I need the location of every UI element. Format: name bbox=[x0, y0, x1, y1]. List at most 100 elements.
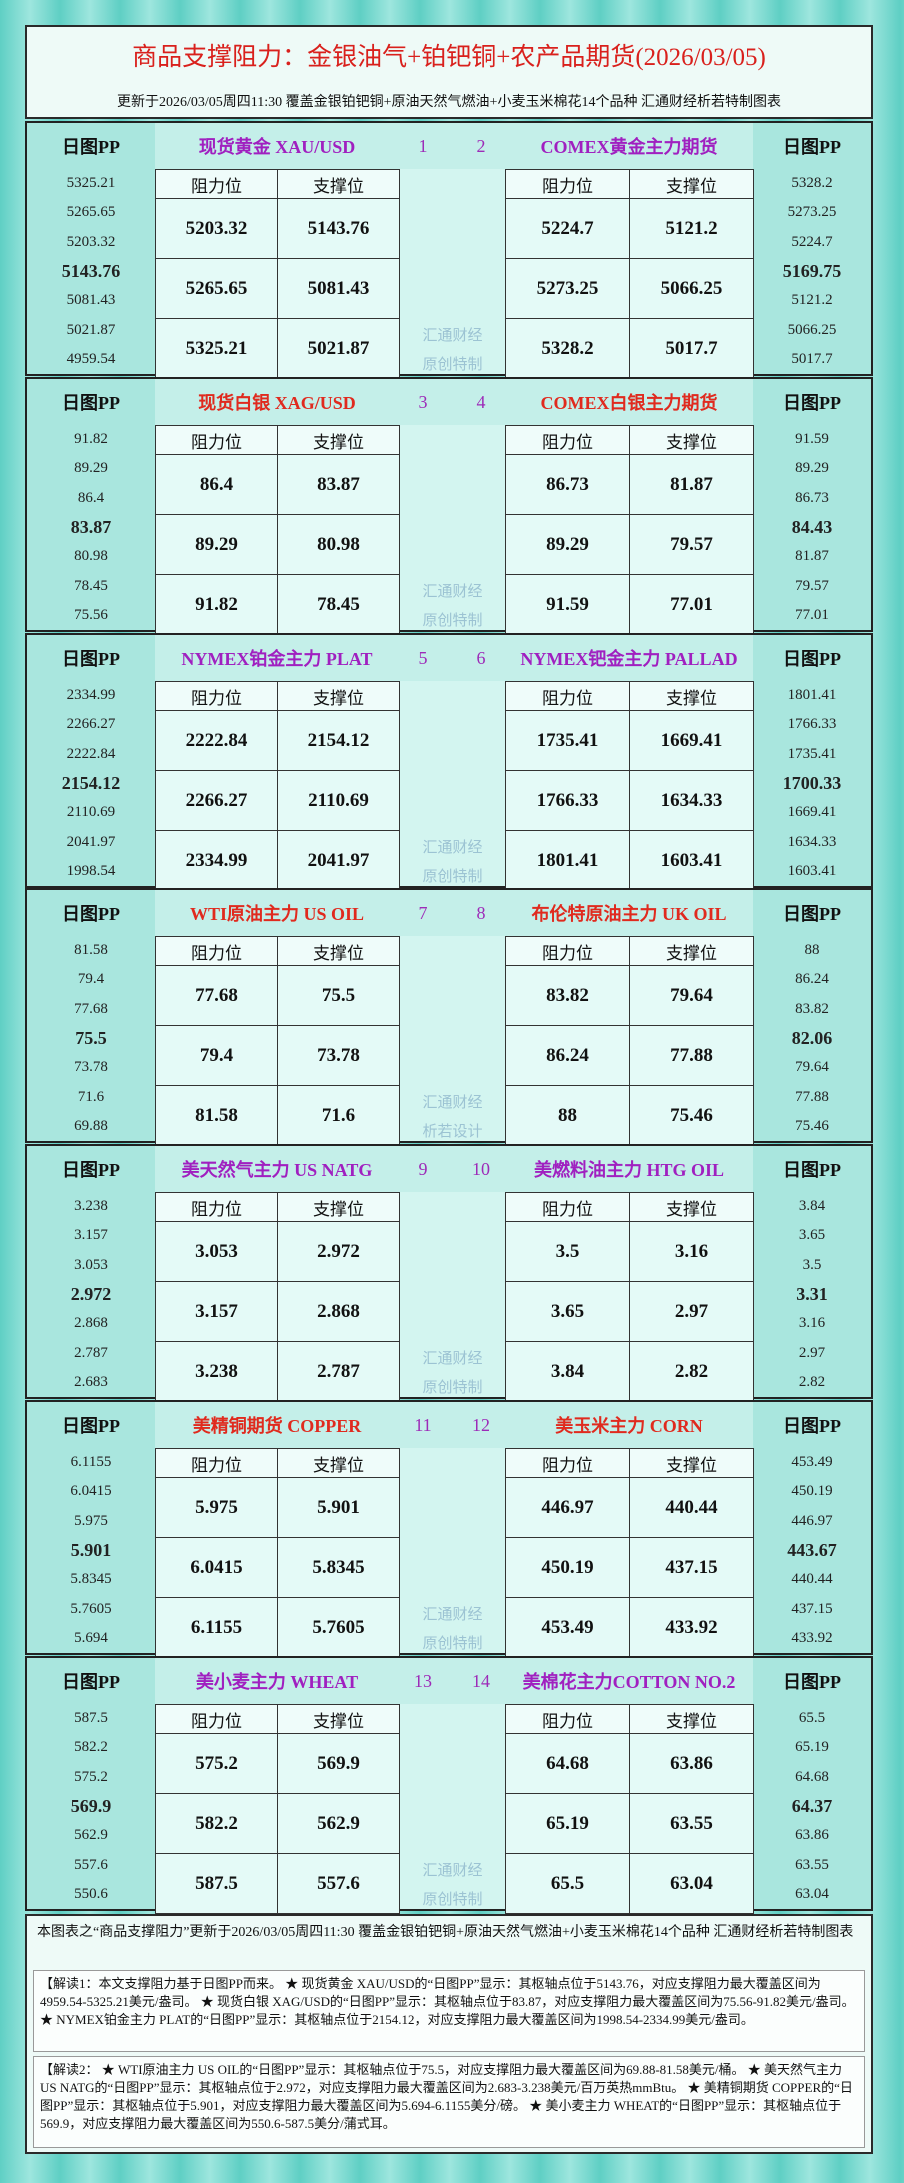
pp-column: 日图PP 6.1155 6.0415 5.975 5.901 5.8345 5.7605 5.… bbox=[27, 1402, 155, 1653]
support-value: 2.868 bbox=[277, 1281, 400, 1342]
instrument-number: 14 bbox=[472, 1670, 490, 1691]
instrument-number: 12 bbox=[472, 1414, 490, 1435]
resistance-value: 450.19 bbox=[505, 1537, 630, 1598]
pp-value: 3.84 bbox=[798, 1198, 826, 1215]
watermark: 原创特制 bbox=[422, 868, 483, 885]
resistance-value: 6.0415 bbox=[155, 1537, 278, 1598]
resistance-value: 88 bbox=[505, 1085, 630, 1146]
middle-column: 汇通财经 原创特制 bbox=[400, 1192, 505, 1397]
support-value: 80.98 bbox=[277, 514, 400, 575]
footer-note: 本图表之“商品支撑阻力”更新于2026/03/05周四11:30 覆盖金银铂钯铜… bbox=[37, 1925, 854, 1940]
instrument-number: 3 bbox=[418, 391, 428, 412]
support-value: 437.15 bbox=[629, 1537, 754, 1598]
support-value: 63.55 bbox=[629, 1793, 754, 1854]
resistance-value: 2222.84 bbox=[155, 710, 278, 771]
pp-value: 88 bbox=[804, 942, 820, 959]
column-header: 支撑位 bbox=[277, 169, 400, 199]
pp-value: 79.4 bbox=[77, 971, 105, 988]
pivot-value: 5169.75 bbox=[782, 260, 842, 281]
pp-value: 5328.2 bbox=[791, 175, 833, 192]
resistance-value: 3.157 bbox=[155, 1281, 278, 1342]
watermark: 原创特制 bbox=[422, 1379, 483, 1396]
pivot-value: 3.31 bbox=[796, 1283, 828, 1304]
instrument-name: 布伦特原油主力 UK OIL bbox=[531, 904, 727, 924]
commodity-block: 日图PP 5325.21 5265.65 5203.32 5143.76 5081.43 5… bbox=[25, 121, 873, 379]
resistance-value: 5224.7 bbox=[505, 198, 630, 259]
pp-value: 79.57 bbox=[795, 577, 829, 594]
pp-value: 77.01 bbox=[795, 606, 829, 623]
resistance-value: 1735.41 bbox=[505, 710, 630, 771]
watermark: 原创特制 bbox=[422, 356, 483, 373]
pp-value: 557.6 bbox=[74, 1856, 108, 1873]
support-value: 2.787 bbox=[277, 1341, 400, 1402]
middle-column: 汇通财经 原创特制 bbox=[400, 425, 505, 630]
pp-value: 91.59 bbox=[795, 431, 829, 448]
column-header: 阻力位 bbox=[155, 1448, 278, 1478]
column-header: 支撑位 bbox=[629, 1704, 754, 1734]
support-value: 5021.87 bbox=[277, 318, 400, 379]
commodity-block: 日图PP 81.58 79.4 77.68 75.5 73.78 71.6 69.88 WTI原… bbox=[25, 888, 873, 1146]
support-value: 3.16 bbox=[629, 1221, 754, 1282]
column-header: 阻力位 bbox=[155, 681, 278, 711]
resistance-value: 3.65 bbox=[505, 1281, 630, 1342]
pp-label: 日图PP bbox=[783, 393, 841, 413]
resistance-value: 5325.21 bbox=[155, 318, 278, 379]
support-value: 2.82 bbox=[629, 1341, 754, 1402]
pp-value: 86.73 bbox=[795, 489, 829, 506]
pp-value: 5.975 bbox=[74, 1512, 108, 1529]
watermark: 汇通财经 bbox=[422, 1350, 483, 1367]
pp-value: 2266.27 bbox=[66, 716, 116, 733]
instrument-name: COMEX白银主力期货 bbox=[540, 393, 718, 413]
pivot-value: 569.9 bbox=[70, 1795, 112, 1816]
resistance-value: 587.5 bbox=[155, 1853, 278, 1914]
pp-column: 日图PP 1801.41 1766.33 1735.41 1700.33 1669.41 1… bbox=[753, 635, 871, 886]
pp-value: 5021.87 bbox=[66, 321, 116, 338]
instrument-name: 美精铜期货 COPPER bbox=[192, 1416, 362, 1436]
pivot-value: 2154.12 bbox=[61, 772, 121, 793]
pp-value: 81.58 bbox=[74, 942, 108, 959]
pp-value: 83.82 bbox=[795, 1000, 829, 1017]
pp-value: 3.5 bbox=[802, 1256, 822, 1273]
pp-value: 2.868 bbox=[74, 1315, 108, 1332]
support-value: 73.78 bbox=[277, 1025, 400, 1086]
watermark: 汇通财经 bbox=[422, 839, 483, 856]
middle-column: 汇通财经 原创特制 bbox=[400, 1704, 505, 1909]
pivot-value: 83.87 bbox=[70, 516, 112, 537]
support-value: 75.46 bbox=[629, 1085, 754, 1146]
pp-column: 日图PP 3.238 3.157 3.053 2.972 2.868 2.787 2.683 bbox=[27, 1146, 155, 1397]
pivot-value: 1700.33 bbox=[782, 772, 842, 793]
resistance-value: 2266.27 bbox=[155, 770, 278, 831]
pp-label: 日图PP bbox=[62, 137, 120, 157]
resistance-value: 83.82 bbox=[505, 965, 630, 1026]
column-header: 支撑位 bbox=[629, 169, 754, 199]
support-value: 557.6 bbox=[277, 1853, 400, 1914]
watermark: 原创特制 bbox=[422, 612, 483, 629]
pp-value: 3.238 bbox=[74, 1198, 108, 1215]
watermark: 析若设计 bbox=[422, 1123, 483, 1140]
pp-label: 日图PP bbox=[62, 1672, 120, 1692]
pivot-value: 2.972 bbox=[70, 1283, 112, 1304]
pp-label: 日图PP bbox=[783, 649, 841, 669]
resistance-value: 65.5 bbox=[505, 1853, 630, 1914]
pp-value: 64.68 bbox=[795, 1768, 829, 1785]
pp-column: 日图PP 65.5 65.19 64.68 64.37 63.86 63.55 63.04 bbox=[753, 1658, 871, 1909]
column-header: 阻力位 bbox=[505, 1704, 630, 1734]
resistance-value: 3.5 bbox=[505, 1221, 630, 1282]
watermark: 汇通财经 bbox=[422, 1606, 483, 1623]
pp-value: 79.64 bbox=[795, 1059, 829, 1076]
support-value: 1634.33 bbox=[629, 770, 754, 831]
pp-value: 433.92 bbox=[791, 1629, 833, 1646]
instrument-number: 5 bbox=[418, 647, 428, 668]
pp-value: 2222.84 bbox=[66, 745, 116, 762]
pp-value: 77.88 bbox=[795, 1088, 829, 1105]
watermark: 汇通财经 bbox=[422, 1862, 483, 1879]
pp-value: 2334.99 bbox=[66, 687, 116, 704]
pp-value: 453.49 bbox=[791, 1454, 833, 1471]
support-value: 71.6 bbox=[277, 1085, 400, 1146]
pivot-value: 84.43 bbox=[791, 516, 833, 537]
support-value: 5121.2 bbox=[629, 198, 754, 259]
instrument-name: NYMEX铂金主力 PLAT bbox=[181, 649, 373, 669]
resistance-value: 5273.25 bbox=[505, 258, 630, 319]
pivot-value: 75.5 bbox=[75, 1027, 107, 1048]
resistance-value: 3.053 bbox=[155, 1221, 278, 1282]
